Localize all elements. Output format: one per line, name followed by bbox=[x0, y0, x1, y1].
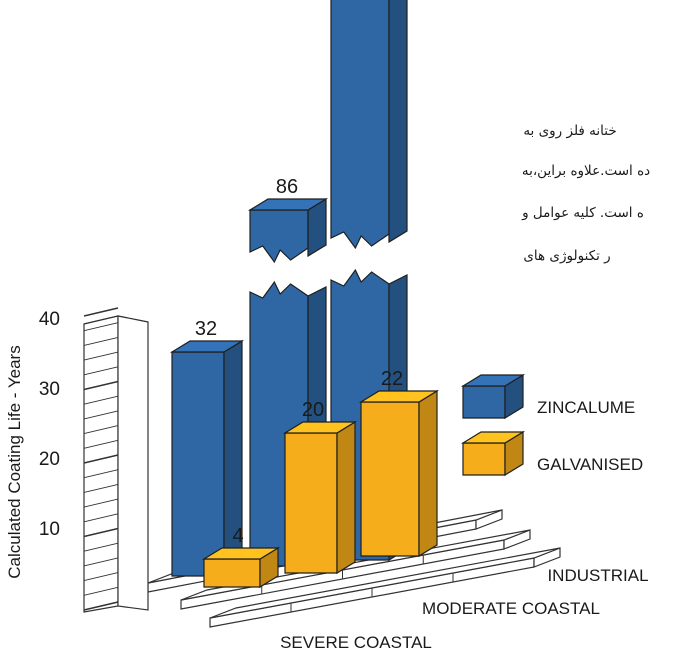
scale-minor-tick bbox=[83, 322, 119, 332]
bar-zincalume bbox=[169, 339, 245, 578]
scale-minor-tick bbox=[83, 425, 119, 435]
persian-text-line: ر تکنولوژی های bbox=[523, 248, 610, 264]
y-axis-scale bbox=[83, 307, 149, 613]
bar-zincalume-top bbox=[247, 198, 329, 211]
scale-minor-tick bbox=[83, 336, 119, 346]
scale-minor-tick bbox=[83, 351, 119, 361]
scale-minor-tick bbox=[83, 498, 119, 508]
bar-galvanised-front bbox=[203, 558, 261, 588]
persian-text-line: ه است. کلیه عوامل و bbox=[521, 205, 644, 221]
bar-galvanised bbox=[282, 420, 358, 575]
scale-front bbox=[83, 315, 119, 613]
scale-major-tick bbox=[83, 454, 119, 464]
legend-swatch-front bbox=[462, 442, 506, 476]
scale-minor-tick bbox=[83, 366, 119, 376]
legend-swatch-top bbox=[460, 431, 526, 444]
scale-minor-tick bbox=[83, 572, 119, 582]
category-label: MODERATE COASTAL bbox=[422, 599, 600, 618]
bar-zincalume-upper-side bbox=[388, 0, 408, 244]
legend: ZINCALUME GALVANISED bbox=[460, 373, 643, 477]
scale-minor-tick bbox=[83, 439, 119, 449]
data-label-galvanised: 4 bbox=[232, 525, 243, 547]
bar-zincalume-front bbox=[171, 351, 225, 577]
y-tick-label: 10 bbox=[39, 519, 60, 540]
bar-zincalume-upper-front bbox=[330, 0, 390, 250]
labels: 10 20 30 40 Calculated Coating Life - Years 3… bbox=[5, 176, 649, 652]
scale-major-tick bbox=[83, 307, 119, 317]
data-label-zincalume: 86 bbox=[276, 176, 298, 198]
legend-swatch-galvanised bbox=[460, 430, 526, 477]
bar-galvanised bbox=[358, 389, 440, 558]
scale-minor-tick bbox=[83, 483, 119, 493]
legend-label: ZINCALUME bbox=[537, 398, 635, 417]
y-tick-label: 30 bbox=[39, 379, 60, 400]
bar-zincalume-top bbox=[169, 340, 245, 353]
scale-minor-tick bbox=[83, 410, 119, 420]
bar-galvanised-top bbox=[358, 390, 440, 403]
persian-text-line: ده است.علاوه براین،به bbox=[522, 163, 650, 179]
legend-label: GALVANISED bbox=[537, 455, 643, 474]
bar-galvanised-front bbox=[360, 401, 420, 557]
y-tick-label: 20 bbox=[39, 449, 60, 470]
scale-side bbox=[117, 315, 149, 611]
category-label: SEVERE COASTAL bbox=[280, 633, 432, 652]
bars bbox=[169, 0, 440, 589]
scale-minor-tick bbox=[83, 586, 119, 596]
bar-galvanised-front bbox=[284, 432, 338, 574]
bar-zincalume-upper-front bbox=[249, 209, 309, 264]
persian-text-line: ختانه فلز روی به bbox=[523, 123, 616, 139]
background-persian-text: ختانه فلز روی به ده است.علاوه براین،به ه ا… bbox=[521, 123, 650, 264]
scale-major-tick bbox=[83, 380, 119, 391]
legend-swatch-top bbox=[460, 374, 526, 387]
category-label: INDUSTRIAL bbox=[547, 566, 648, 585]
scale-major-tick bbox=[83, 527, 119, 538]
bar-galvanised-side bbox=[418, 389, 438, 558]
scale-minor-tick bbox=[83, 395, 119, 405]
scale-minor-tick bbox=[83, 542, 119, 552]
scale-major-tick bbox=[83, 601, 119, 611]
bar-galvanised bbox=[201, 546, 281, 589]
legend-swatch-zincalume bbox=[460, 373, 526, 420]
floor-top bbox=[209, 547, 561, 619]
data-label-zincalume: 32 bbox=[195, 318, 217, 340]
y-tick-label: 40 bbox=[39, 309, 60, 330]
data-label-galvanised: 22 bbox=[381, 368, 403, 390]
bar-galvanised-top bbox=[201, 547, 281, 560]
scale-minor-tick bbox=[83, 557, 119, 567]
data-label-galvanised: 20 bbox=[302, 399, 324, 421]
bar-galvanised-top bbox=[282, 421, 358, 434]
scale-minor-tick bbox=[83, 469, 119, 479]
bar-galvanised-side bbox=[336, 420, 356, 575]
legend-swatch-front bbox=[462, 385, 506, 419]
scale-minor-tick bbox=[83, 513, 119, 523]
y-axis-title: Calculated Coating Life - Years bbox=[5, 345, 24, 578]
